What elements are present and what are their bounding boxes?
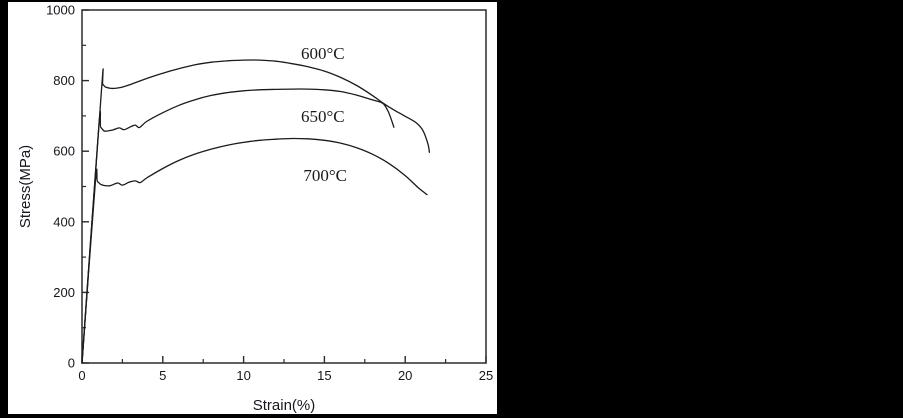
stress-strain-chart: 0 5 10 15 20 25 0 200 400 600 800 1000 Strain(%) Stre…: [17, 3, 493, 415]
figure-panel: 0 5 10 15 20 25 0 200 400 600 800 1000 Strain(%) Stre…: [8, 2, 497, 414]
x-tick-label: 0: [78, 368, 85, 383]
y-tick-label: 400: [53, 214, 75, 229]
x-tick-label: 5: [159, 368, 166, 383]
x-axis-title: Strain(%): [253, 397, 316, 414]
y-tick-label: 1000: [46, 3, 75, 18]
x-tick-label: 20: [398, 368, 412, 383]
x-tick-label: 25: [479, 368, 493, 383]
curve-600c: [81, 59, 431, 364]
y-tick-label: 600: [53, 144, 75, 159]
curve-700c: [81, 137, 428, 364]
y-tick-label: 0: [68, 356, 75, 371]
y-tick-label: 200: [53, 285, 75, 300]
curve-label-650c: 650°C: [301, 107, 345, 126]
curve-650c: [81, 88, 395, 364]
curve-label-600c: 600°C: [301, 44, 345, 63]
x-tick-label: 10: [236, 368, 250, 383]
x-tick-label: 15: [317, 368, 331, 383]
y-tick-label: 800: [53, 73, 75, 88]
y-axis-title: Stress(MPa): [17, 145, 34, 228]
curve-label-700c: 700°C: [303, 166, 347, 185]
